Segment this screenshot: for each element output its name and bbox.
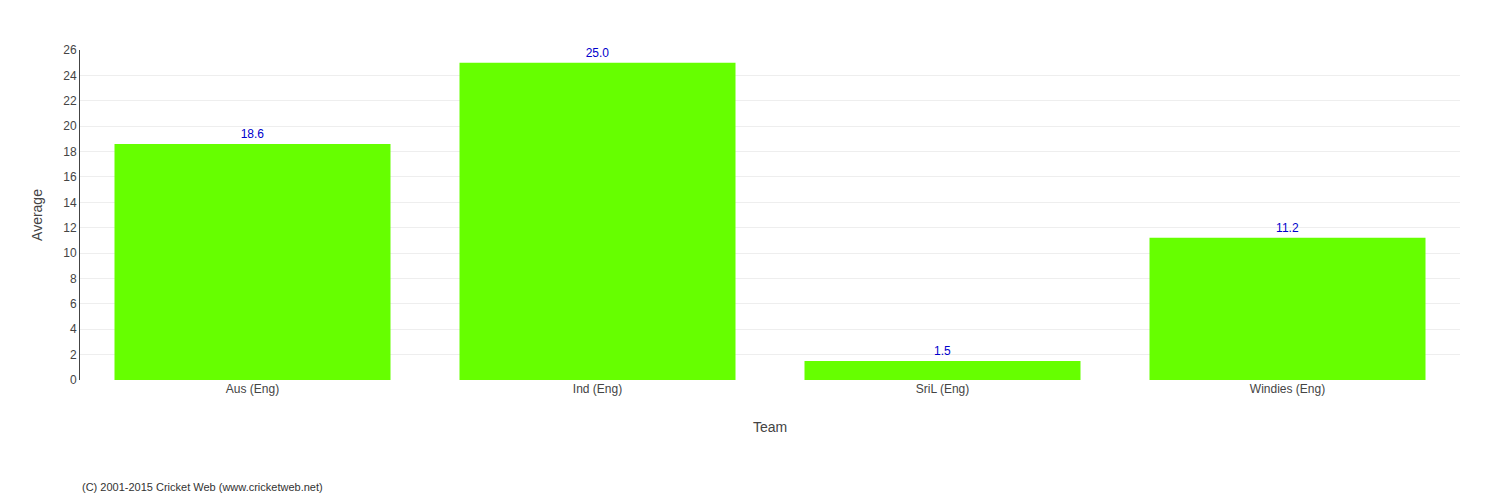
svg-text:SriL (Eng): SriL (Eng) xyxy=(916,382,970,396)
svg-text:26: 26 xyxy=(63,43,77,57)
svg-text:4: 4 xyxy=(70,322,77,336)
svg-text:Team: Team xyxy=(753,419,787,435)
svg-text:18.6: 18.6 xyxy=(241,127,265,141)
svg-text:Aus (Eng): Aus (Eng) xyxy=(226,382,279,396)
svg-text:0: 0 xyxy=(70,373,77,387)
svg-text:6: 6 xyxy=(70,297,77,311)
svg-text:16: 16 xyxy=(63,170,77,184)
svg-text:11.2: 11.2 xyxy=(1276,221,1299,235)
svg-text:Ind (Eng): Ind (Eng) xyxy=(573,382,622,396)
svg-text:2: 2 xyxy=(70,348,77,362)
svg-text:12: 12 xyxy=(63,221,77,235)
svg-text:25.0: 25.0 xyxy=(586,46,610,60)
svg-text:Average: Average xyxy=(29,189,45,241)
svg-text:18: 18 xyxy=(63,145,77,159)
svg-text:Windies (Eng): Windies (Eng) xyxy=(1250,382,1325,396)
svg-text:(C) 2001-2015 Cricket Web (www: (C) 2001-2015 Cricket Web (www.cricketwe… xyxy=(82,481,323,493)
svg-text:1.5: 1.5 xyxy=(934,344,951,358)
svg-text:14: 14 xyxy=(63,196,77,210)
svg-text:20: 20 xyxy=(63,119,77,133)
svg-text:22: 22 xyxy=(63,94,77,108)
svg-text:8: 8 xyxy=(70,272,77,286)
svg-text:10: 10 xyxy=(63,246,77,260)
svg-text:24: 24 xyxy=(63,69,77,83)
